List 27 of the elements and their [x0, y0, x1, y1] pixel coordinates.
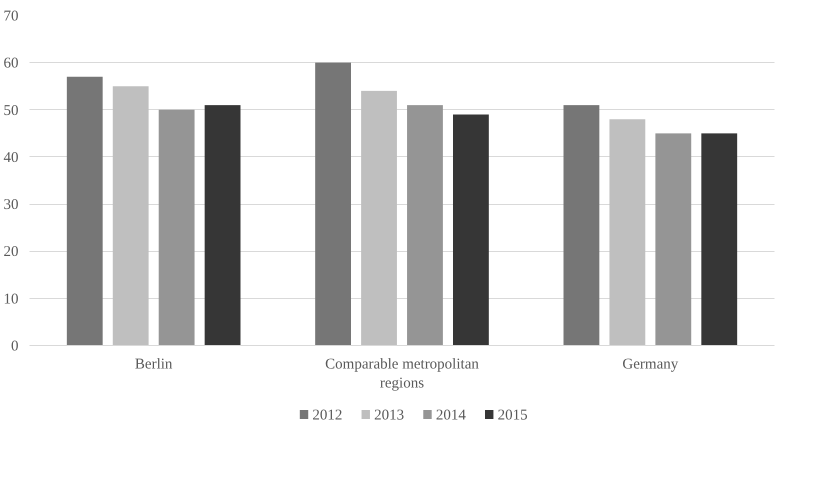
bar: [701, 133, 738, 346]
bar: [204, 105, 240, 346]
legend-label: 2012: [312, 408, 342, 424]
y-tick-label: 20: [4, 244, 18, 260]
y-tick-label: 50: [4, 102, 18, 119]
bar: [361, 90, 397, 346]
bar: [564, 105, 600, 346]
bar: [315, 62, 352, 346]
x-tick-label: Germany: [622, 356, 679, 372]
legend-label: 2014: [436, 408, 466, 424]
bar: [655, 133, 692, 346]
bar: [452, 114, 489, 346]
y-tick-label: 70: [4, 8, 18, 24]
bar: [158, 110, 195, 346]
legend-label: 2013: [374, 408, 404, 424]
bar: [407, 105, 443, 346]
x-tick-label: Comparable metropolitan regions: [325, 356, 480, 392]
legend-label: 2015: [498, 408, 528, 424]
y-tick-label: 10: [4, 291, 18, 308]
y-tick-label: 0: [11, 338, 18, 354]
bar: [112, 86, 149, 346]
bar: [609, 119, 646, 346]
y-tick-label: 60: [4, 56, 18, 72]
bar: [66, 76, 103, 346]
y-tick-label: 30: [4, 197, 18, 214]
x-tick-label: Berlin: [134, 356, 173, 372]
y-tick-label: 40: [4, 150, 18, 166]
